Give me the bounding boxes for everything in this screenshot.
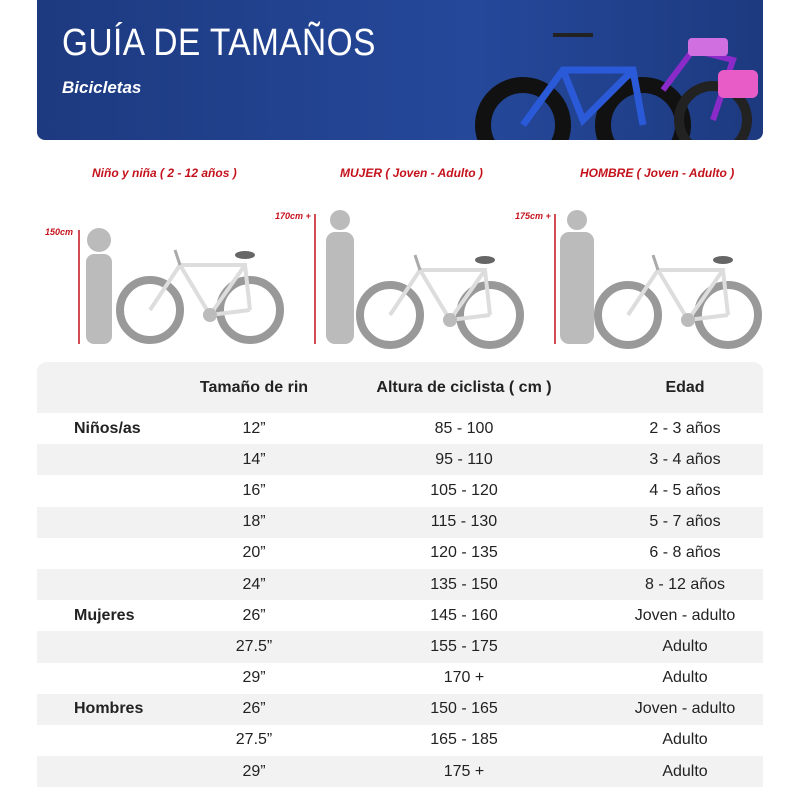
cell-rider-height: 105 - 120 <box>430 481 498 499</box>
table-row: 27.5” 155 - 175 Adulto <box>37 631 763 663</box>
category-kids: Niño y niña ( 2 - 12 años ) <box>92 166 237 180</box>
cell-age: Joven - adulto <box>634 700 736 718</box>
cell-rider-height: 120 - 135 <box>430 544 498 562</box>
height-label-kids: 150cm <box>45 227 74 237</box>
cell-age: Joven - adulto <box>634 606 736 624</box>
category-women: MUJER ( Joven - Adulto ) <box>340 166 483 180</box>
height-label-women: 170cm + <box>275 211 311 221</box>
cell-rider-height: 175 + <box>443 762 485 780</box>
cell-rider-height: 165 - 185 <box>430 731 498 749</box>
cell-rim-size: 29” <box>242 669 266 687</box>
cell-rider-height: 170 + <box>443 669 485 687</box>
cell-rim-size: 12” <box>242 419 266 437</box>
cell-rider-height: 115 - 130 <box>430 513 498 531</box>
table-row: 20” 120 - 135 6 - 8 años <box>37 538 763 569</box>
table-row: 24” 135 - 150 8 - 12 años <box>37 568 763 601</box>
cell-age: 3 - 4 años <box>649 450 721 468</box>
cell-rider-height: 135 - 150 <box>430 575 498 593</box>
cell-rim-size: 29” <box>242 762 266 780</box>
cell-age: Adulto <box>662 762 708 780</box>
table-header: Tamaño de rin Altura de ciclista ( cm ) … <box>37 362 763 413</box>
height-label-men: 175cm + <box>515 211 551 221</box>
cell-age: Adulto <box>662 669 708 687</box>
table-row: 14” 95 - 110 3 - 4 años <box>37 444 763 476</box>
table-row: 16” 105 - 120 4 - 5 años <box>37 475 763 506</box>
cell-rim-size: 14” <box>242 450 266 468</box>
cell-rider-height: 150 - 165 <box>430 700 498 718</box>
cell-group: Hombres <box>74 700 144 718</box>
header-rim-size: Tamaño de rin <box>199 378 309 396</box>
cell-rim-size: 16” <box>242 481 266 499</box>
cell-age: 8 - 12 años <box>644 575 726 593</box>
table-row: Hombres 26” 150 - 165 Joven - adulto <box>37 693 763 725</box>
table-row: 29” 175 + Adulto <box>37 756 763 788</box>
page-title: GUÍA DE TAMAÑOS <box>62 22 376 64</box>
size-table: Tamaño de rin Altura de ciclista ( cm ) … <box>37 362 763 788</box>
cell-age: 5 - 7 años <box>649 513 721 531</box>
cell-rim-size: 27.5” <box>235 731 273 749</box>
table-row: Mujeres 26” 145 - 160 Joven - adulto <box>37 600 763 631</box>
cell-age: 2 - 3 años <box>649 419 721 437</box>
cell-rider-height: 155 - 175 <box>430 637 498 655</box>
cell-rider-height: 95 - 110 <box>435 450 493 468</box>
size-illustrations <box>78 210 800 350</box>
cell-group: Niños/as <box>74 419 141 437</box>
table-row: 29” 170 + Adulto <box>37 663 763 694</box>
cell-rim-size: 27.5” <box>235 637 273 655</box>
category-men: HOMBRE ( Joven - Adulto ) <box>580 166 735 180</box>
cell-rider-height: 145 - 160 <box>430 606 498 624</box>
cell-rim-size: 20” <box>242 544 266 562</box>
table-row: 18” 115 - 130 5 - 7 años <box>37 506 763 538</box>
header-rider-height: Altura de ciclista ( cm ) <box>376 378 552 396</box>
cell-rim-size: 18” <box>242 513 266 531</box>
cell-age: Adulto <box>662 731 708 749</box>
header-banner: GUÍA DE TAMAÑOS Bicicletas <box>37 0 763 140</box>
cell-rim-size: 26” <box>242 606 266 624</box>
header-age: Edad <box>665 378 705 396</box>
table-row: 27.5” 165 - 185 Adulto <box>37 725 763 756</box>
cell-group: Mujeres <box>74 606 135 624</box>
cell-age: Adulto <box>662 637 708 655</box>
cell-rim-size: 24” <box>242 575 266 593</box>
page-subtitle: Bicicletas <box>62 78 142 97</box>
cell-rider-height: 85 - 100 <box>434 419 494 437</box>
cell-rim-size: 26” <box>242 700 266 718</box>
cell-age: 4 - 5 años <box>649 481 721 499</box>
table-row: Niños/as 12” 85 - 100 2 - 3 años <box>37 413 763 444</box>
bikes-photo <box>475 33 758 140</box>
cell-age: 6 - 8 años <box>649 544 721 562</box>
